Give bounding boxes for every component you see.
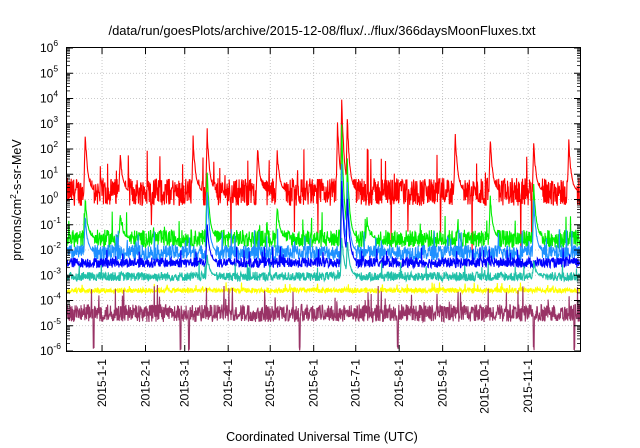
y-tick-label: 102 [40, 139, 58, 156]
y-tick-label: 10-4 [40, 291, 61, 308]
y-tick-label: 103 [40, 114, 58, 131]
y-tick-label: 10-5 [40, 316, 61, 333]
axis-ticks: 10-6 10-5 10-4 10-3 10-2 10-1 100 101 102 103 104 1… [40, 38, 580, 414]
y-tick-label: 10-3 [40, 265, 61, 282]
x-tick-label: 2015-2-1 [138, 359, 152, 407]
data-series [66, 99, 581, 351]
svg-text:protons/cm2-s-sr-MeV: protons/cm2-s-sr-MeV [8, 139, 24, 261]
y-tick-label: 10-6 [40, 341, 61, 358]
y-tick-label: 101 [40, 164, 58, 181]
series-line [66, 284, 581, 351]
series-line [66, 180, 581, 270]
series-line [66, 124, 581, 250]
x-tick-label: 2015-10-1 [478, 359, 492, 414]
y-tick-label: 105 [40, 63, 58, 80]
series-line [66, 237, 581, 283]
y-tick-label: 10-2 [40, 240, 61, 257]
x-tick-label: 2015-11-1 [521, 359, 535, 413]
series-line [66, 282, 581, 296]
y-tick-label: 100 [40, 190, 58, 207]
x-tick-label: 2015-5-1 [263, 359, 277, 407]
y-tick-label: 104 [40, 89, 58, 106]
x-tick-label: 2015-8-1 [392, 359, 406, 407]
y-axis-label: protons/cm2-s-sr-MeV [8, 139, 24, 261]
y-tick-label: 10-1 [40, 215, 61, 232]
series-line [66, 99, 581, 256]
plot-frame [66, 47, 581, 352]
x-tick-label: 2015-1-1 [95, 359, 109, 407]
x-tick-label: 2015-7-1 [349, 359, 363, 407]
y-tick-label: 106 [40, 38, 58, 55]
x-tick-label: 2015-3-1 [178, 359, 192, 407]
series-line [66, 163, 581, 262]
chart-title: /data/run/goesPlots/archive/2015-12-08/f… [108, 23, 535, 38]
x-axis-label: Coordinated Universal Time (UTC) [226, 430, 418, 444]
x-tick-label: 2015-4-1 [221, 359, 235, 407]
x-tick-label: 2015-9-1 [436, 359, 450, 407]
x-tick-label: 2015-6-1 [307, 359, 321, 407]
